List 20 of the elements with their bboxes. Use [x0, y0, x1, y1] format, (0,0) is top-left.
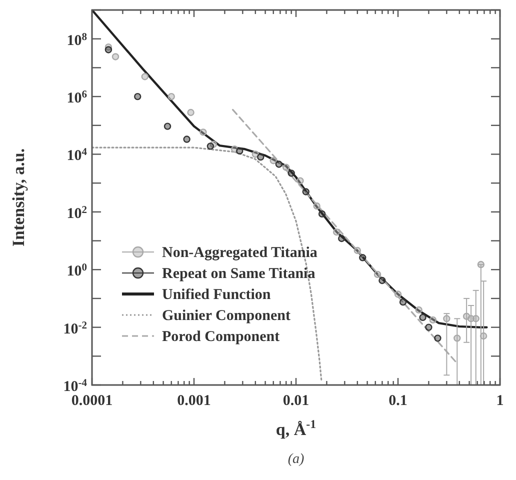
x-tick-label: 1	[496, 393, 504, 409]
y-tick-label: 10$^{8}$	[66, 31, 87, 49]
y-axis-title: Intensity, a.u.	[9, 148, 28, 247]
legend-label: Guinier Component	[162, 308, 290, 324]
y-tick-label: 10$^{4}$	[66, 146, 88, 164]
x-tick-label: 0.001	[177, 393, 211, 409]
x-tick-label: 0.1	[388, 393, 408, 409]
y-tick-label: 10$^{-4}$	[63, 378, 88, 395]
legend-label: Repeat on Same Titania	[162, 266, 316, 282]
y-tick-label: 10$^{2}$	[66, 204, 87, 222]
y-tick-label: 10$^{-2}$	[63, 320, 87, 338]
x-axis-title: q, Å$^{-1}$	[276, 417, 316, 439]
y-tick-label: 10$^{0}$	[66, 262, 87, 280]
text: (a)	[288, 452, 304, 467]
legend-label: Porod Component	[162, 329, 280, 345]
y-tick-label: 10$^{6}$	[66, 89, 87, 107]
x-tick-label: 0.01	[282, 393, 310, 409]
legend-label: Unified Function	[162, 287, 272, 303]
x-tick-label: 0.0001	[71, 393, 113, 409]
legend-label: Non-Aggregated Titania	[162, 245, 318, 261]
